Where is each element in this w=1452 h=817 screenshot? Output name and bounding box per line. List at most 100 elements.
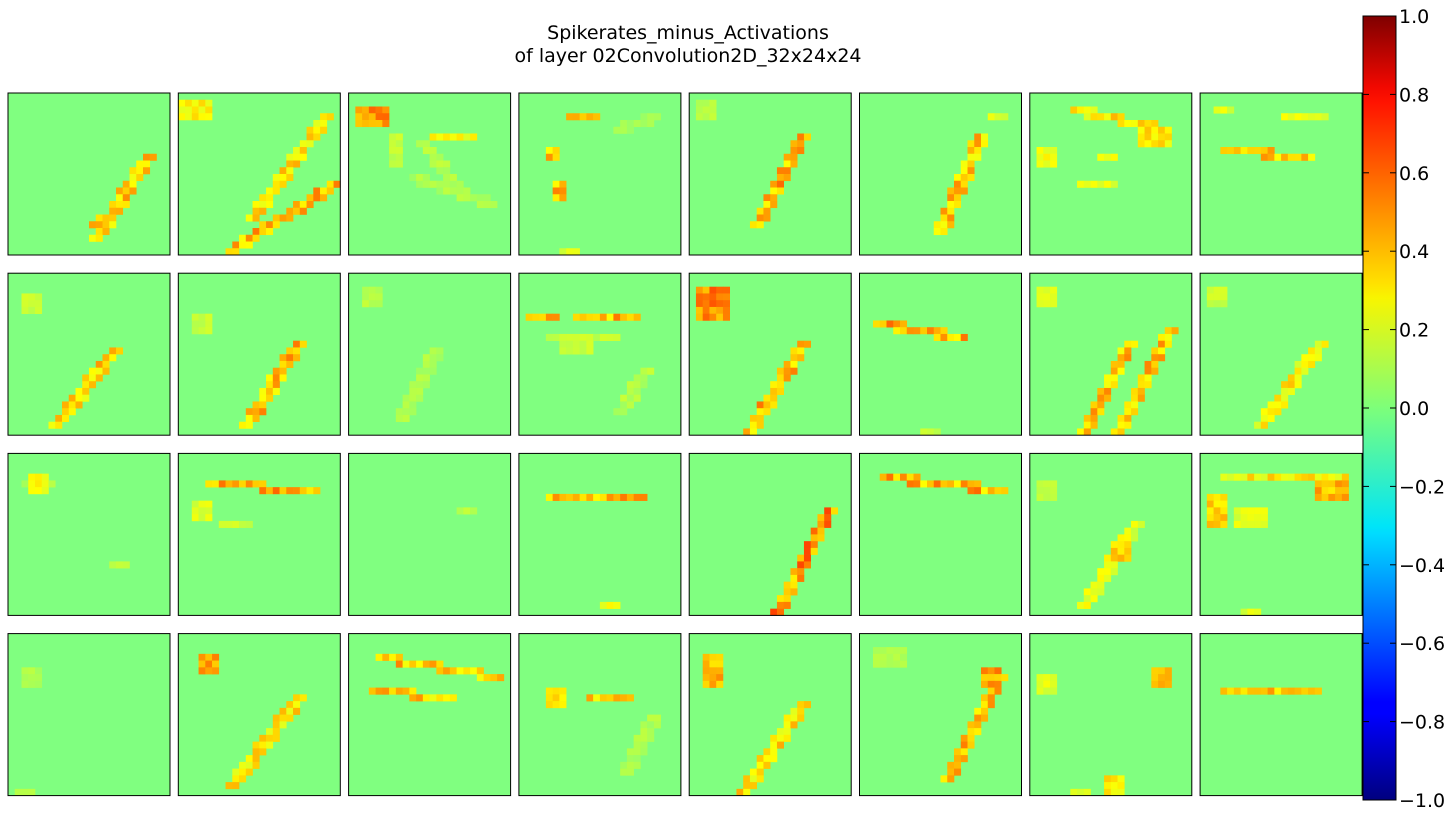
heatmap-cell (552, 687, 560, 695)
heatmap-cell (599, 601, 607, 609)
heatmap-cell (252, 214, 260, 222)
heatmap-cell (1158, 126, 1166, 134)
heatmap-cell (1131, 340, 1139, 348)
heatmap-cell (286, 487, 294, 495)
heatmap-cell (640, 493, 648, 501)
heatmap-cell (994, 680, 1002, 688)
heatmap-cell (960, 734, 968, 742)
heatmap-cell (579, 333, 587, 341)
heatmap-cell (702, 313, 710, 321)
heatmap-cell (279, 721, 287, 729)
heatmap-cell (272, 387, 280, 395)
heatmap-cell (1104, 153, 1112, 161)
heatmap-cell (1171, 327, 1179, 335)
heatmap-cell (82, 394, 90, 402)
heatmap-cell (1131, 401, 1139, 409)
feature-map-24 (7, 633, 171, 797)
heatmap-cell (1213, 514, 1221, 522)
heatmap-cell (716, 674, 724, 682)
heatmap-cell (960, 160, 968, 168)
heatmap-cell (368, 106, 376, 114)
heatmap-cell (239, 421, 247, 429)
heatmap-cell (1043, 680, 1051, 688)
heatmap-cell (743, 788, 751, 796)
heatmap-cell (749, 775, 757, 783)
heatmap-cell (463, 133, 471, 141)
heatmap-cell (1050, 487, 1058, 495)
heatmap-cell (449, 180, 457, 188)
heatmap-cell (947, 775, 955, 783)
heatmap-cell (1050, 480, 1058, 488)
heatmap-cell (1314, 473, 1322, 481)
heatmap-cell (205, 500, 213, 508)
heatmap-cell (28, 788, 36, 796)
heatmap-cell (272, 187, 280, 195)
heatmap-cell (1124, 527, 1132, 535)
heatmap-cell (716, 313, 724, 321)
heatmap-cell (756, 221, 764, 229)
heatmap-cell (463, 194, 471, 202)
heatmap-cell (1314, 347, 1322, 355)
heatmap-cell (375, 113, 383, 121)
heatmap-cell (239, 234, 247, 242)
heatmap-cell (191, 99, 199, 107)
heatmap-cell (212, 667, 220, 675)
heatmap-cell (626, 313, 634, 321)
heatmap-cell (722, 293, 730, 301)
heatmap-cell (954, 194, 962, 202)
heatmap-cell (483, 674, 491, 682)
heatmap-cell (702, 660, 710, 668)
heatmap-cell (191, 113, 199, 121)
heatmap-cell (1077, 788, 1085, 796)
heatmap-cell (239, 775, 247, 783)
heatmap-cell (545, 687, 553, 695)
heatmap-cell (178, 113, 186, 121)
heatmap-cell (1254, 421, 1262, 429)
heatmap-cell (1001, 487, 1009, 495)
heatmap-cell (143, 167, 151, 175)
heatmap-cell (633, 120, 641, 128)
heatmap-cell (313, 126, 321, 134)
heatmap-cell (1036, 293, 1044, 301)
heatmap-cell (272, 721, 280, 729)
heatmap-cell (1110, 153, 1118, 161)
feature-map-22 (1029, 452, 1193, 616)
heatmap-cell (205, 660, 213, 668)
heatmap-cell (409, 381, 417, 389)
heatmap-cell (429, 694, 437, 702)
heatmap-cell (873, 660, 881, 668)
heatmap-cell (286, 167, 294, 175)
heatmap-cell (1104, 394, 1112, 402)
heatmap-cell (640, 721, 648, 729)
heatmap-cell (920, 327, 928, 335)
colorbar-tick-label: −0.6 (1399, 633, 1445, 655)
heatmap-cell (1260, 687, 1268, 695)
heatmap-cell (1050, 687, 1058, 695)
heatmap-cell (1260, 147, 1268, 155)
heatmap-cell (470, 133, 478, 141)
heatmap-cell (695, 293, 703, 301)
heatmap-cell (599, 694, 607, 702)
heatmap-cell (1151, 347, 1159, 355)
feature-map-30 (1029, 633, 1193, 797)
heatmap-cell (572, 340, 580, 348)
heatmap-cell (593, 333, 601, 341)
heatmap-cell (647, 734, 655, 742)
heatmap-cell (259, 748, 267, 756)
colorbar-tick-label: −1.0 (1399, 790, 1445, 812)
heatmap-cell (879, 660, 887, 668)
feature-map-3 (518, 92, 682, 256)
heatmap-cell (702, 286, 710, 294)
heatmap-cell (797, 147, 805, 155)
heatmap-cell (205, 653, 213, 661)
heatmap-cell (954, 180, 962, 188)
heatmap-cell (695, 306, 703, 314)
heatmap-cell (893, 327, 901, 335)
colorbar-tick-label: 0.4 (1399, 241, 1429, 263)
heatmap-cell (545, 701, 553, 709)
heatmap-cell (900, 473, 908, 481)
heatmap-cell (245, 234, 253, 242)
heatmap-cell (368, 113, 376, 121)
heatmap-cell (1124, 414, 1132, 422)
heatmap-cell (129, 187, 137, 195)
